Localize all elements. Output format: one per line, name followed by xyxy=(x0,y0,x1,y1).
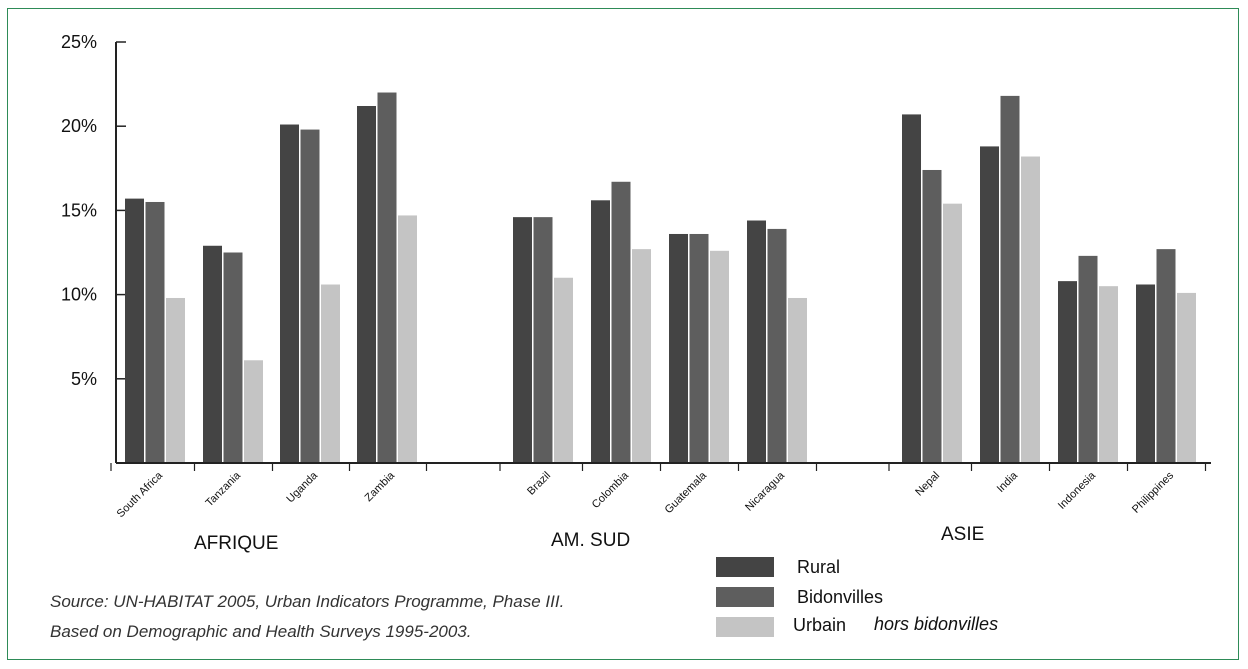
bar-rural-nepal xyxy=(902,114,921,464)
category-label: Indonesia xyxy=(1056,469,1099,512)
source-line-1: Source: UN-HABITAT 2005, Urban Indicator… xyxy=(50,592,564,611)
bar-rural-brazil xyxy=(513,217,532,463)
y-tick-label: 15% xyxy=(61,200,97,220)
bar-bidonvilles-indonesia xyxy=(1078,255,1098,463)
bar-rural-nicaragua xyxy=(747,220,766,463)
bar-urbain-south-africa xyxy=(166,297,185,463)
y-tick-label: 25% xyxy=(61,32,97,52)
legend-swatch-rural xyxy=(716,557,774,577)
category-label: Philippines xyxy=(1130,469,1176,515)
bar-rural-tanzania xyxy=(203,245,222,463)
bar-rural-philippines xyxy=(1136,284,1155,463)
legend-label-bidonvilles: Bidonvilles xyxy=(797,587,883,607)
bar-bidonvilles-philippines xyxy=(1156,249,1176,463)
bar-urbain-tanzania xyxy=(244,360,263,463)
bar-rural-indonesia xyxy=(1058,281,1077,463)
y-tick-label: 10% xyxy=(61,285,97,305)
bar-bidonvilles-guatemala xyxy=(689,233,709,463)
bar-bidonvilles-nicaragua xyxy=(767,228,787,463)
legend-swatch-urbain xyxy=(716,617,774,637)
bar-urbain-india xyxy=(1021,156,1040,463)
bar-rural-south-africa xyxy=(125,198,144,463)
category-label: Brazil xyxy=(525,470,553,498)
category-label: Nepal xyxy=(913,470,942,499)
bar-rural-colombia xyxy=(591,200,610,463)
bar-bidonvilles-colombia xyxy=(611,181,631,463)
y-tick-label: 5% xyxy=(71,369,97,389)
bar-bidonvilles-zambia xyxy=(377,92,397,464)
bar-bidonvilles-india xyxy=(1000,95,1020,463)
legend-label-rural: Rural xyxy=(797,557,840,577)
bar-rural-zambia xyxy=(357,105,376,463)
legend-swatch-bidonvilles xyxy=(716,587,774,607)
category-label: South Africa xyxy=(115,469,166,520)
category-label: Uganda xyxy=(284,469,320,505)
category-label: Colombia xyxy=(590,469,632,511)
group-label-afrique: AFRIQUE xyxy=(194,533,278,554)
bar-urbain-nepal xyxy=(943,203,962,463)
bar-urbain-guatemala xyxy=(710,250,729,463)
bar-urbain-uganda xyxy=(321,284,340,463)
legend-label-urbain: Urbain xyxy=(793,615,846,635)
category-label: Nicaragua xyxy=(743,469,788,514)
source-line-2: Based on Demographic and Health Surveys … xyxy=(50,622,472,641)
bar-rural-india xyxy=(980,146,999,463)
legend: Rural Bidonvilles Urbain hors bidonville… xyxy=(716,557,998,637)
category-label: Zambia xyxy=(363,469,398,504)
bar-bidonvilles-uganda xyxy=(300,129,320,463)
bar-urbain-nicaragua xyxy=(788,297,807,463)
bar-bidonvilles-south-africa xyxy=(145,201,165,464)
bar-urbain-indonesia xyxy=(1099,286,1118,463)
bar-urbain-zambia xyxy=(398,215,417,463)
category-label: India xyxy=(995,469,1021,495)
category-label: Guatemala xyxy=(663,469,710,516)
y-tick-label: 20% xyxy=(61,116,97,136)
bar-bidonvilles-brazil xyxy=(533,217,553,463)
bar-urbain-colombia xyxy=(632,249,651,463)
bar-bidonvilles-nepal xyxy=(922,169,942,463)
bar-urbain-brazil xyxy=(554,277,573,463)
group-label-am-sud: AM. SUD xyxy=(551,530,630,551)
bars xyxy=(125,92,1196,464)
x-axis: South Africa Tanzania Uganda Zambia Brazil Co… xyxy=(110,462,1211,520)
group-label-asie: ASIE xyxy=(941,524,984,545)
category-label: Tanzania xyxy=(203,469,243,509)
bar-urbain-philippines xyxy=(1177,292,1196,463)
legend-note-hors-bidonvilles: hors bidonvilles xyxy=(874,614,998,634)
group-labels: AFRIQUE AM. SUD ASIE xyxy=(194,524,984,554)
y-axis: 5% 10% 15% 20% 25% xyxy=(61,32,126,463)
bar-rural-uganda xyxy=(280,124,299,464)
bar-bidonvilles-tanzania xyxy=(223,252,243,463)
bar-rural-guatemala xyxy=(669,233,688,463)
